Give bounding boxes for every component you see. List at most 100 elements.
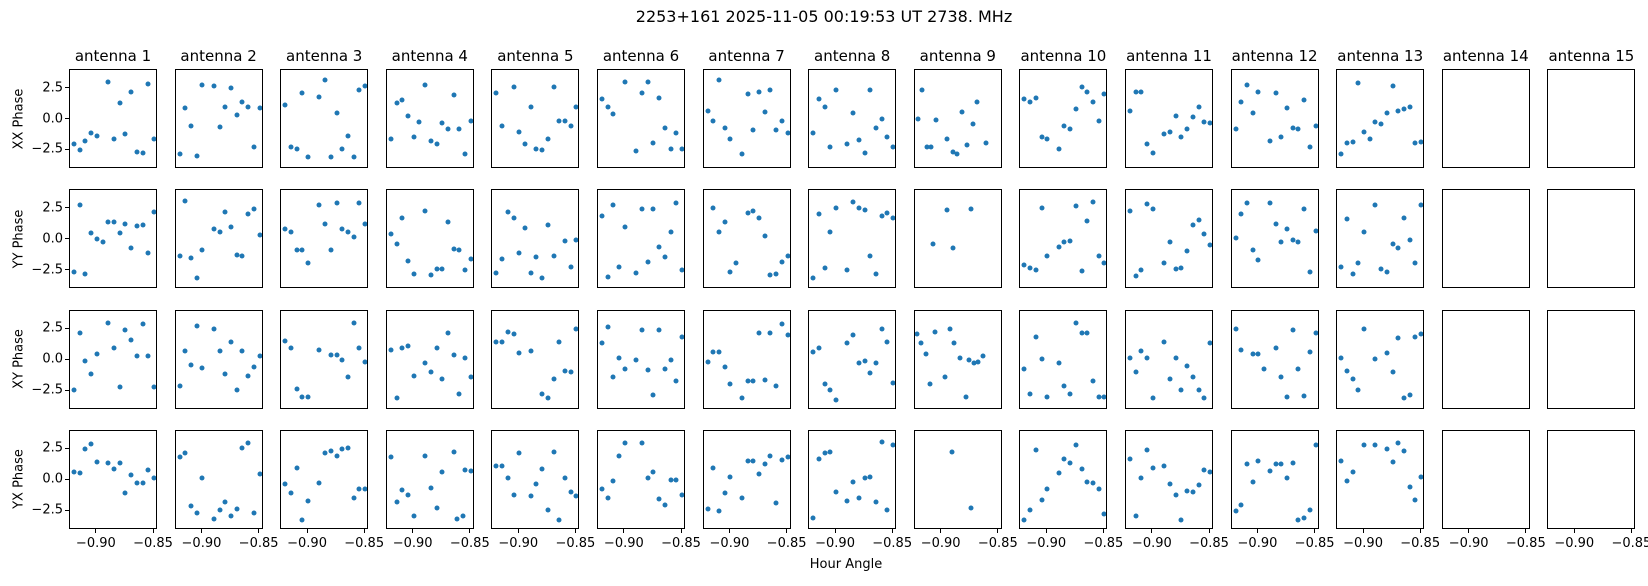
- scatter-point: [282, 481, 288, 487]
- scatter-point: [1138, 267, 1144, 273]
- scatter-point: [927, 381, 933, 387]
- scatter-point: [599, 486, 605, 492]
- x-tick-label: −0.85: [766, 535, 807, 551]
- scatter-point: [134, 353, 140, 359]
- scatter-point: [1244, 461, 1250, 467]
- scatter-point: [151, 475, 156, 481]
- scatter-point: [856, 205, 862, 211]
- scatter-point: [1190, 222, 1196, 228]
- scatter-point: [251, 364, 257, 370]
- x-tick-label: −0.85: [1083, 535, 1124, 551]
- scatter-point: [879, 326, 885, 332]
- scatter-point: [1096, 253, 1102, 259]
- subplot-xx-antenna-5: [491, 69, 580, 168]
- subplot-title-antenna-5: antenna 5: [497, 47, 574, 65]
- y-tick-label: 2.5: [42, 440, 63, 456]
- scatter-point: [816, 211, 822, 217]
- scatter-point: [1150, 150, 1156, 156]
- scatter-point: [351, 154, 357, 160]
- x-tick-mark: [1314, 528, 1316, 533]
- scatter-point: [1096, 486, 1102, 492]
- scatter-point: [767, 330, 773, 336]
- scatter-point: [122, 490, 128, 496]
- scatter-point: [334, 352, 340, 358]
- x-tick-mark: [1525, 528, 1527, 533]
- scatter-point: [1338, 355, 1344, 361]
- x-tick-mark: [834, 528, 836, 533]
- scatter-point: [239, 253, 245, 259]
- scatter-point: [1084, 218, 1090, 224]
- scatter-point: [199, 475, 205, 481]
- x-tick-mark: [1151, 528, 1153, 533]
- x-tick-label: −0.90: [1343, 535, 1383, 551]
- scatter-point: [1201, 119, 1207, 125]
- scatter-point: [140, 321, 146, 327]
- scatter-point: [422, 360, 428, 366]
- scatter-point: [850, 332, 856, 338]
- scatter-point: [151, 209, 156, 215]
- scatter-point: [767, 87, 773, 93]
- scatter-point: [1039, 205, 1045, 211]
- scatter-point: [873, 499, 879, 505]
- scatter-point: [1284, 394, 1290, 400]
- scatter-point: [673, 378, 679, 383]
- scatter-point: [1101, 394, 1107, 400]
- subplot-xx-antenna-14: [1441, 69, 1530, 168]
- x-tick-label: −0.90: [181, 535, 222, 551]
- scatter-point: [915, 116, 921, 122]
- scatter-point: [82, 358, 88, 364]
- scatter-point: [1207, 242, 1212, 248]
- subplot-xx-antenna-1: [69, 69, 157, 168]
- subplot-yy-antenna-15: [1547, 189, 1636, 289]
- y-tick-mark: [65, 238, 69, 240]
- x-tick-label: −0.90: [1026, 535, 1067, 551]
- x-tick-label: −0.90: [709, 535, 750, 551]
- scatter-point: [522, 225, 528, 231]
- scatter-point: [182, 348, 188, 354]
- scatter-point: [362, 486, 368, 492]
- subplot-yx-antenna-5: [491, 429, 580, 529]
- scatter-point: [1173, 113, 1179, 119]
- subplot-yy-antenna-9: [913, 189, 1002, 289]
- scatter-point: [716, 229, 722, 235]
- scatter-point: [827, 387, 833, 393]
- scatter-point: [1233, 126, 1239, 132]
- scatter-point: [1084, 479, 1090, 485]
- scatter-point: [822, 265, 828, 271]
- scatter-point: [856, 360, 862, 366]
- subplot-xy-antenna-12: [1230, 309, 1319, 409]
- scatter-point: [556, 339, 562, 345]
- scatter-point: [1127, 108, 1133, 114]
- scatter-point: [733, 260, 739, 266]
- scatter-point: [288, 345, 294, 351]
- scatter-point: [1044, 136, 1050, 142]
- scatter-point: [1401, 215, 1407, 221]
- scatter-point: [194, 275, 200, 281]
- scatter-point: [1173, 355, 1179, 361]
- scatter-point: [356, 486, 362, 492]
- scatter-point: [1079, 84, 1085, 90]
- scatter-point: [439, 376, 445, 382]
- x-tick-label: −0.90: [1554, 535, 1595, 551]
- scatter-point: [288, 229, 294, 235]
- scatter-point: [316, 94, 322, 100]
- subplot-xy-antenna-9: [913, 309, 1002, 409]
- scatter-point: [1178, 265, 1184, 271]
- scatter-point: [890, 442, 896, 447]
- scatter-point: [1401, 448, 1407, 454]
- scatter-point: [1384, 269, 1390, 275]
- scatter-point: [1127, 208, 1133, 214]
- scatter-point: [362, 359, 368, 365]
- scatter-point: [568, 123, 574, 129]
- x-tick-label: −0.90: [392, 535, 433, 551]
- scatter-point: [1313, 330, 1318, 336]
- scatter-point: [105, 460, 111, 466]
- scatter-point: [334, 110, 340, 116]
- scatter-point: [188, 362, 194, 368]
- x-tick-label: −0.85: [1294, 535, 1335, 551]
- scatter-point: [610, 111, 616, 117]
- scatter-point: [177, 151, 183, 157]
- scatter-point: [1372, 202, 1378, 208]
- scatter-point: [456, 391, 462, 397]
- scatter-point: [422, 453, 428, 459]
